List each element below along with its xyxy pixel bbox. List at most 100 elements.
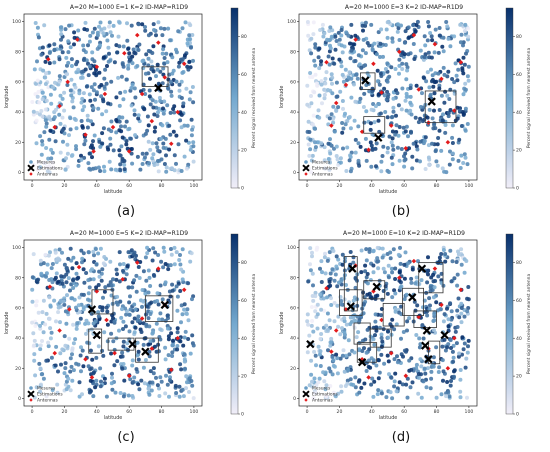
plot-frame	[23, 13, 203, 181]
mesure-point	[38, 165, 43, 170]
mesure-point	[446, 36, 451, 41]
mesure-point	[135, 340, 140, 345]
mesure-point	[385, 291, 390, 296]
mesure-point	[191, 144, 196, 149]
mesure-point	[448, 108, 453, 112]
y-tick-label: 80	[290, 275, 296, 281]
x-tick-label: 40	[94, 409, 100, 415]
mesure-point	[139, 330, 144, 334]
mesure-point	[312, 376, 317, 381]
mesure-point	[321, 296, 326, 301]
mesure-point	[32, 352, 37, 357]
mesure-point	[412, 57, 417, 61]
mesure-point	[406, 52, 411, 57]
mesure-point	[57, 57, 62, 62]
mesure-point	[445, 380, 450, 384]
mesure-point	[62, 108, 67, 113]
mesure-point	[395, 145, 400, 150]
mesure-point	[62, 131, 67, 136]
mesure-point	[347, 352, 352, 357]
mesure-point	[375, 79, 380, 84]
mesure-point	[318, 62, 323, 67]
mesure-point	[191, 100, 196, 105]
mesure-point	[425, 38, 430, 43]
mesure-point	[46, 340, 51, 345]
mesure-point	[352, 325, 357, 330]
mesure-point	[137, 387, 142, 392]
mesure-point	[43, 107, 48, 112]
mesure-point	[349, 76, 354, 81]
mesure-point	[330, 91, 335, 96]
mesure-point	[389, 140, 394, 145]
mesure-point	[349, 22, 354, 27]
mesure-point	[116, 34, 121, 39]
mesure-point	[401, 354, 405, 359]
mesure-point	[371, 394, 376, 399]
mesure-point	[343, 111, 347, 116]
x-tick-label: 0	[31, 183, 34, 189]
mesure-point	[385, 20, 390, 25]
mesure-point	[82, 27, 87, 32]
mesure-point	[121, 44, 126, 49]
mesure-point	[342, 273, 347, 278]
mesure-point	[463, 22, 468, 27]
mesure-point	[466, 26, 471, 31]
mesure-point	[311, 396, 316, 401]
mesure-point	[448, 383, 453, 388]
mesure-point	[155, 159, 160, 163]
mesure-point	[148, 102, 153, 107]
mesure-point	[36, 168, 40, 172]
mesure-point	[334, 94, 339, 99]
mesure-point	[452, 80, 457, 85]
mesure-point	[122, 162, 127, 167]
mesure-point	[401, 125, 406, 130]
mesure-point	[433, 149, 438, 154]
mesure-point	[44, 274, 48, 279]
mesure-point	[430, 141, 434, 146]
mesure-point	[86, 291, 91, 296]
legend-mesures-label: Mesures	[312, 386, 331, 392]
mesure-point	[86, 364, 91, 369]
mesure-point	[429, 55, 434, 60]
mesure-point	[370, 86, 375, 91]
mesure-point	[32, 358, 37, 363]
mesure-point	[441, 378, 445, 383]
mesure-point	[428, 31, 433, 35]
mesure-point	[357, 320, 361, 325]
mesure-point	[120, 135, 125, 140]
y-tick-label: 40	[290, 336, 296, 342]
mesure-point	[135, 64, 140, 68]
mesure-point	[172, 262, 177, 267]
mesure-point	[385, 115, 390, 120]
mesure-point	[348, 56, 353, 61]
mesure-point	[341, 126, 346, 131]
mesure-point	[442, 337, 447, 342]
mesure-point	[311, 32, 316, 37]
mesure-point	[445, 306, 449, 311]
mesure-point	[84, 331, 88, 336]
mesure-point	[168, 378, 172, 383]
mesure-point	[437, 83, 442, 88]
mesure-point	[149, 388, 154, 393]
mesure-point	[130, 320, 135, 325]
mesure-point	[370, 47, 375, 52]
mesure-point	[423, 167, 428, 171]
mesure-point	[432, 108, 436, 113]
mesure-point	[79, 69, 84, 74]
mesure-point	[182, 307, 187, 312]
mesure-point	[373, 333, 377, 338]
mesure-point	[379, 169, 384, 174]
mesure-point	[460, 335, 465, 340]
mesure-point	[389, 65, 394, 70]
antenna-point	[76, 264, 82, 270]
mesure-point	[44, 98, 49, 103]
mesure-point	[174, 250, 179, 255]
mesure-point	[141, 82, 146, 87]
colorbar-tick-label: 80	[241, 34, 247, 40]
mesure-point	[148, 339, 153, 344]
mesure-point	[70, 99, 75, 104]
mesure-point	[331, 363, 336, 368]
mesure-point	[389, 266, 394, 271]
mesure-point	[61, 299, 66, 304]
